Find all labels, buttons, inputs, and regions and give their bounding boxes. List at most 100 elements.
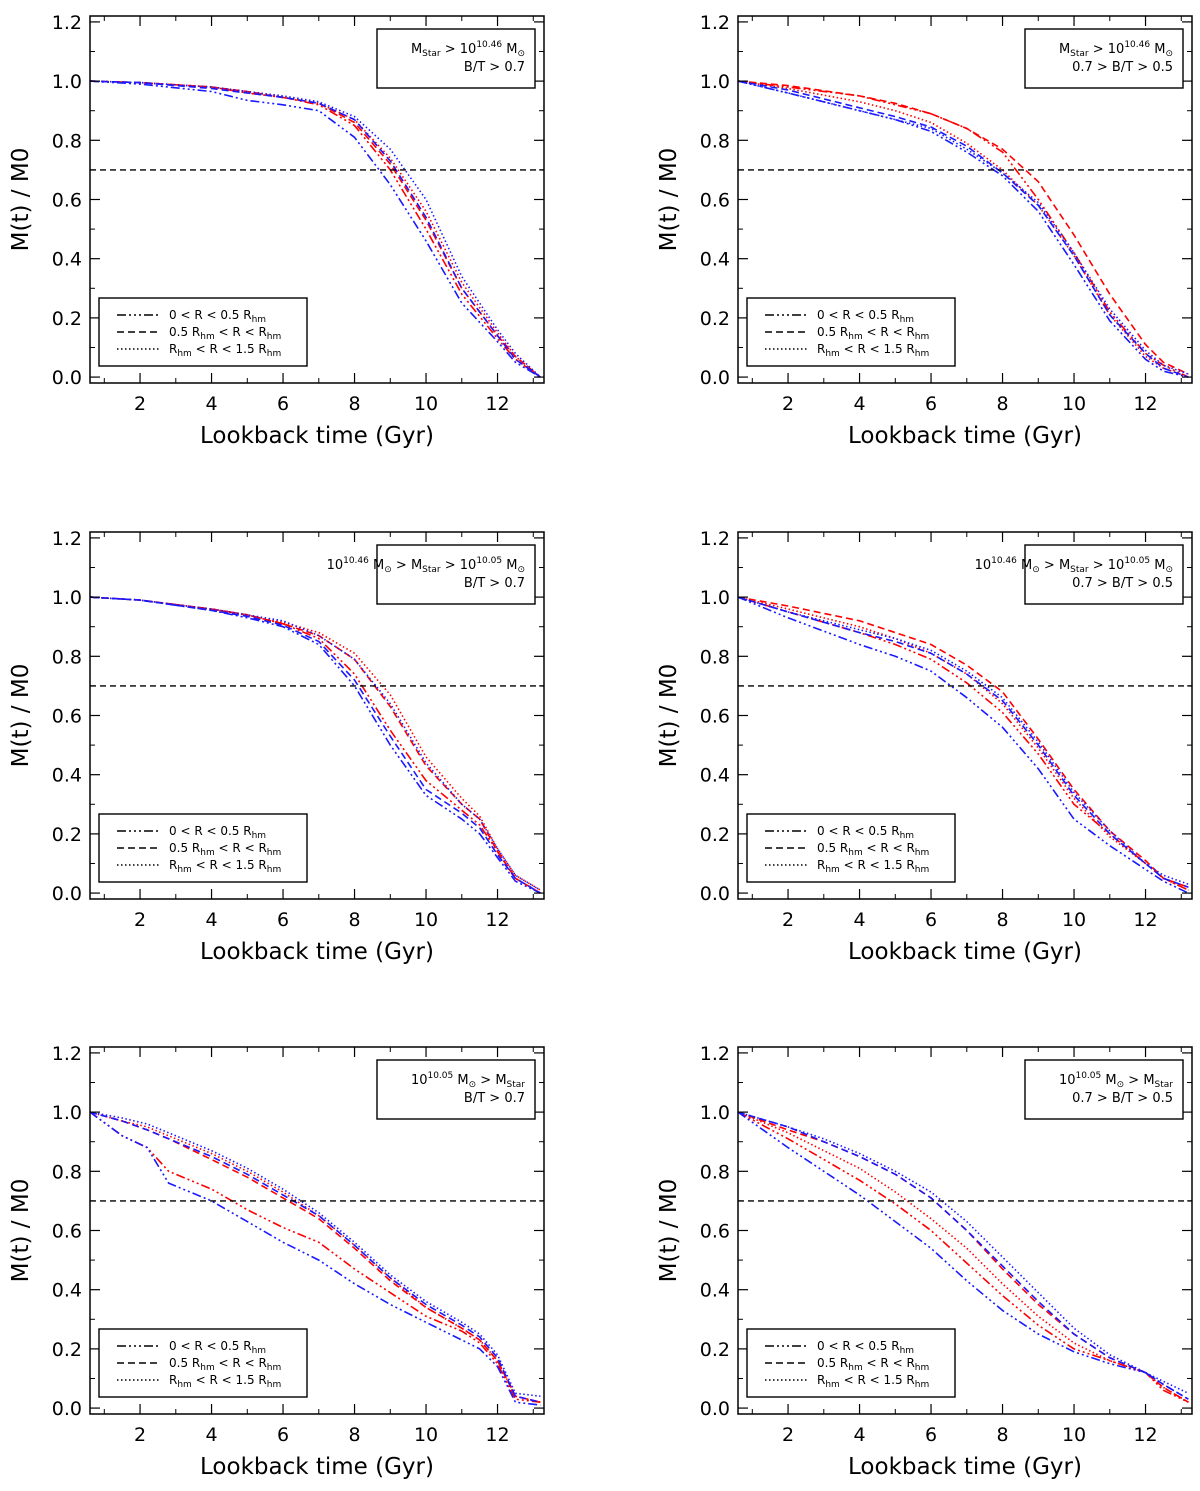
info-line-part: M [453,1073,468,1088]
x-tick-label: 6 [925,1424,937,1446]
info-line-part: ⊙ [517,565,525,575]
y-tick-label: 0.4 [52,765,82,787]
legend-label-part: 0.5 R [169,325,200,339]
x-axis-title: Lookback time (Gyr) [848,1454,1082,1480]
info-line-part: ⊙ [1165,49,1173,59]
info-line-part: ⊙ [384,565,392,575]
legend-label-part: 0.5 R [817,841,848,855]
series-line-blue-dashdot3 [737,1111,1189,1400]
legend-label: 0 < R < 0.5 Rhm [817,824,914,841]
x-tick-label: 10 [414,909,438,931]
y-tick-label: 0.2 [52,1339,82,1361]
y-tick-label: 0.2 [700,308,730,330]
series-line-red-dashdot3 [89,1111,541,1403]
legend-label-part: R [169,858,177,872]
x-tick-label: 12 [1133,1424,1157,1446]
info-line-part: M [502,42,517,57]
chart-panel-bottom-left: 2 4 6 8 10 12 0.0 0.2 0.4 0.6 0.8 1.0 1.2 Lookback ti… [8,1043,545,1480]
legend-label-part: 0 < R < 0.5 R [817,1339,900,1353]
info-line-part: ⊙ [517,49,525,59]
x-tick-label: 8 [996,1424,1008,1446]
legend-label-part: hm [267,349,281,359]
legend-label-part: R [817,858,825,872]
info-line-part: ⊙ [1165,565,1173,575]
legend-label-part: hm [200,332,214,342]
legend-label-part: hm [848,848,862,858]
info-line-part: > M [476,1073,506,1088]
info-line: MStar > 1010.46 M⊙ [1059,40,1173,59]
x-tick-label: 4 [205,393,217,415]
legend-label: 0.5 Rhm < R < Rhm [169,1356,281,1373]
info-line-part: 0.7 > B/T > 0.5 [1072,60,1173,75]
series-line-red-dotted [737,1111,1189,1403]
x-tick-label: 2 [134,393,146,415]
x-tick-label: 4 [853,909,865,931]
info-line: MStar > 1010.46 M⊙ [411,40,525,59]
x-tick-label: 8 [996,393,1008,415]
x-tick-label: 6 [925,909,937,931]
info-line-part: M [502,558,517,573]
info-line-part: Star [422,565,441,575]
series-line-red-dashdot3 [737,80,1189,378]
info-line-part: ⊙ [1117,1080,1125,1090]
info-line-part: 10 [411,1073,428,1088]
legend-label-part: hm [267,332,281,342]
legend-label: Rhm < R < 1.5 Rhm [169,1373,281,1390]
legend-label: Rhm < R < 1.5 Rhm [817,858,929,875]
y-tick-label: 1.0 [52,1102,82,1124]
legend-label-part: R [817,342,825,356]
series-line-blue-dashed [89,80,541,378]
legend-label-part: hm [848,1363,862,1373]
series-line-blue-dashed [89,596,541,894]
x-tick-label: 4 [205,909,217,931]
y-tick-label: 0.0 [700,1398,730,1420]
legend-label-part: < R < R [215,1356,267,1370]
chart-panel-middle-right: 2 4 6 8 10 12 0.0 0.2 0.4 0.6 0.8 1.0 1.2 Lookback ti… [656,528,1193,965]
legend-label-part: < R < 1.5 R [840,858,915,872]
info-line-part: B/T > 0.7 [464,60,525,75]
info-line-part: Star [1155,1080,1174,1090]
y-tick-label: 1.0 [52,71,82,93]
x-tick-label: 10 [414,393,438,415]
info-line-part: 10.05 [476,556,502,566]
legend-label-part: < R < 1.5 R [192,342,267,356]
info-line-part: M [411,42,422,57]
y-tick-label: 1.2 [700,528,730,550]
info-line-part: 10.05 [427,1071,453,1081]
y-tick-label: 0.8 [700,1161,730,1183]
legend-label-part: hm [177,1380,191,1390]
series-line-blue-dashdot3 [89,596,541,894]
info-line-part: ⊙ [1032,565,1040,575]
x-tick-label: 10 [1062,393,1086,415]
info-line-part: M [1017,558,1032,573]
series-line-red-dashed [737,80,1189,375]
legend-label: 0 < R < 0.5 Rhm [169,824,266,841]
legend-label-part: < R < R [215,325,267,339]
legend-label-part: 0 < R < 0.5 R [169,824,252,838]
y-tick-label: 1.2 [52,1043,82,1065]
info-box [376,544,536,605]
info-line: B/T > 0.7 [464,1091,525,1106]
legend-label-part: < R < R [863,841,915,855]
info-line-part: 10.05 [1124,556,1150,566]
legend-label-part: hm [252,315,266,325]
series-line-blue-dotted [737,80,1189,375]
info-line-part: B/T > 0.7 [464,1091,525,1106]
x-tick-label: 12 [485,1424,509,1446]
y-tick-label: 1.0 [52,587,82,609]
y-tick-label: 1.2 [52,528,82,550]
info-line-part: 10 [327,558,344,573]
y-tick-label: 0.8 [700,646,730,668]
info-line-part: > M [1124,1073,1154,1088]
x-axis-title: Lookback time (Gyr) [200,1454,434,1480]
chart-panel-top-right: 2 4 6 8 10 12 0.0 0.2 0.4 0.6 0.8 1.0 1.2 Lookback ti… [656,12,1193,449]
legend-label: 0 < R < 0.5 Rhm [169,1339,266,1356]
series-line-blue-dashed [737,596,1189,888]
y-tick-label: 1.2 [700,12,730,34]
info-line-part: M [1150,42,1165,57]
x-tick-label: 6 [277,1424,289,1446]
y-axis-title: M(t) / M0 [656,148,682,252]
legend-label-part: < R < 1.5 R [192,858,267,872]
info-line-part: 10.46 [991,556,1017,566]
